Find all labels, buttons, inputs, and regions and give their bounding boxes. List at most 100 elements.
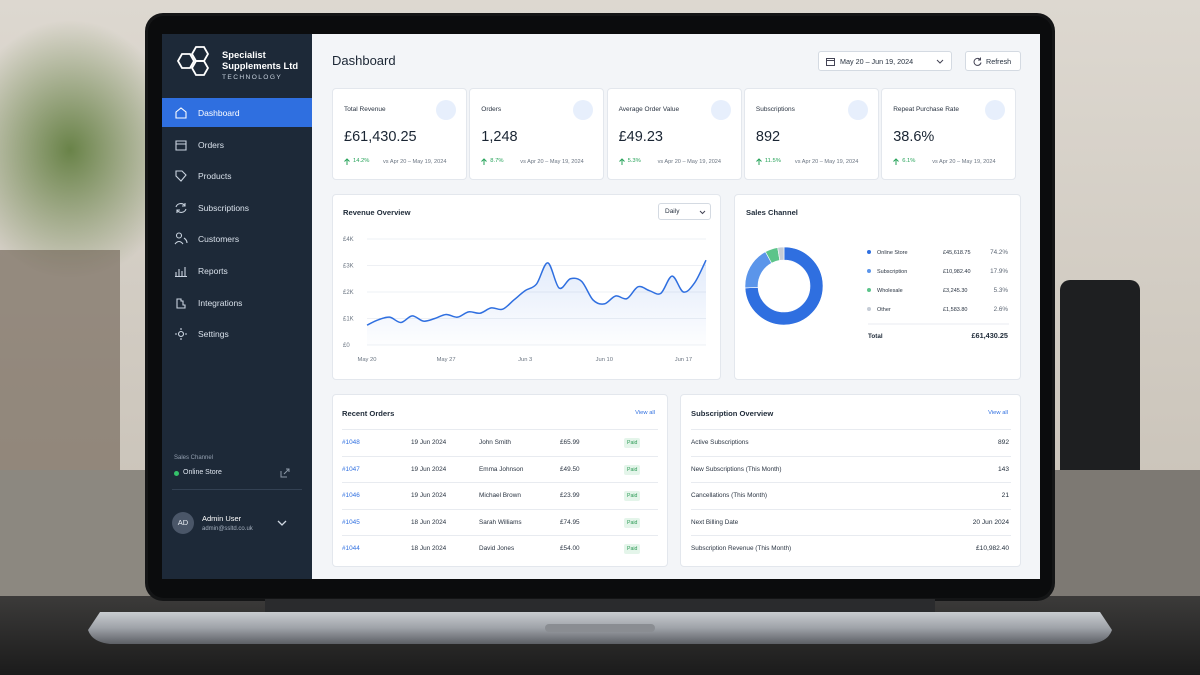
kpi-label: Repeat Purchase Rate — [893, 106, 959, 113]
legend-dot — [867, 288, 871, 292]
icon-path — [175, 170, 187, 183]
nav-item[interactable]: Subscriptions — [162, 193, 312, 222]
nav-item[interactable]: Dashboard — [162, 98, 312, 127]
legend-amount: £1,583.80 — [943, 307, 967, 313]
kpi-card: Orders 1,248 8.7% vs Apr 20 – May 19, 2024 — [469, 88, 605, 180]
metric-label: Active Subscriptions — [691, 439, 749, 446]
status-badge: Paid — [624, 464, 641, 475]
table-cell: 19 Jun 2024 — [411, 439, 447, 446]
brand-name: Specialist Supplements Ltd — [222, 49, 299, 71]
kpi-icon — [710, 100, 731, 120]
kpi-value: 892 — [755, 129, 781, 145]
user-menu-chevron[interactable] — [277, 519, 287, 527]
legend-dot — [867, 269, 871, 273]
metric-label: Cancellations (This Month) — [691, 492, 768, 500]
legend-percent: 17.9% — [990, 268, 1008, 275]
nav-item[interactable]: Products — [162, 161, 312, 190]
kpi-value: 1,248 — [481, 129, 518, 145]
revenue-chart: £0 £1K £2K £3K £4K May 20 May 27 Jun 3 Jun 10 Jun… — [343, 237, 707, 363]
icon-path — [175, 267, 187, 278]
table-cell: 19 Jun 2024 — [411, 465, 447, 473]
interval-select[interactable]: Daily — [658, 203, 711, 220]
channel-name[interactable]: Online Store — [183, 469, 222, 476]
line-area — [367, 260, 706, 345]
row-divider — [342, 535, 658, 537]
order-id[interactable]: #1047 — [342, 465, 360, 473]
nav-label: Settings — [198, 329, 229, 340]
nav-label: Customers — [198, 234, 240, 245]
table-cell: Sarah Williams — [479, 518, 522, 526]
refresh-label: Refresh — [986, 57, 1012, 66]
nav-icon — [175, 202, 187, 213]
card-title: Revenue Overview — [343, 208, 411, 217]
nav-label: Products — [198, 171, 232, 182]
status-badge: Paid — [624, 438, 641, 448]
nav-label: Orders — [198, 139, 224, 150]
donut-segment — [777, 246, 785, 261]
view-all-link[interactable]: View all — [988, 410, 1008, 416]
kpi-value: £49.23 — [618, 129, 663, 145]
table-cell: £49.50 — [560, 465, 580, 473]
x-tick-label: May 27 — [437, 357, 456, 363]
nav-item[interactable]: Orders — [162, 130, 312, 159]
kpi-icon — [573, 100, 594, 120]
icon-path — [893, 158, 900, 165]
nav-item[interactable]: Reports — [162, 256, 312, 285]
kpi-comparison: vs Apr 20 – May 19, 2024 — [932, 158, 996, 165]
metric-value: 20 Jun 2024 — [972, 518, 1009, 526]
order-id[interactable]: #1048 — [342, 439, 360, 446]
up-arrow-icon — [481, 158, 488, 165]
table-cell: David Jones — [479, 545, 515, 553]
card-title: Sales Channel — [746, 208, 798, 217]
row-divider — [342, 508, 658, 510]
metric-value: 892 — [997, 439, 1009, 446]
user-name: Admin User — [202, 514, 242, 523]
nav-item[interactable]: Integrations — [162, 288, 312, 317]
icon-path — [175, 140, 187, 151]
table-cell: 18 Jun 2024 — [411, 518, 447, 526]
kpi-change: 6.1% — [902, 158, 916, 164]
date-range-picker[interactable]: May 20 – Jun 19, 2024 — [818, 51, 952, 71]
y-tick-label: £1K — [343, 317, 354, 323]
brand-tagline: TECHNOLOGY — [222, 74, 283, 81]
kpi-card: Subscriptions 892 11.5% vs Apr 20 – May 19,… — [743, 88, 879, 180]
icon-path — [756, 158, 762, 165]
legend-amount: £10,982.40 — [943, 269, 971, 275]
sidebar: Specialist Supplements Ltd TECHNOLOGY Da… — [162, 34, 312, 579]
nav-label: Dashboard — [198, 108, 240, 118]
x-tick-label: May 20 — [357, 357, 376, 363]
nav-item[interactable]: Customers — [162, 224, 312, 253]
table-cell: £54.00 — [560, 545, 580, 553]
kpi-card: Total Revenue £61,430.25 14.2% vs Apr 20 – … — [332, 88, 467, 180]
status-badge: Paid — [624, 491, 641, 502]
icon-path — [175, 107, 187, 119]
x-tick-label: Jun 3 — [518, 357, 532, 363]
up-arrow-icon — [893, 158, 900, 165]
legend-amount: £45,618.75 — [943, 250, 971, 256]
order-id[interactable]: #1044 — [342, 545, 360, 553]
divider — [172, 489, 302, 490]
up-arrow-icon — [618, 158, 625, 165]
order-id[interactable]: #1045 — [342, 518, 360, 526]
view-all-link[interactable]: View all — [635, 410, 655, 416]
row-divider — [691, 455, 1011, 457]
metric-value: 143 — [997, 465, 1009, 473]
order-id[interactable]: #1046 — [342, 492, 360, 500]
legend-dot — [867, 307, 871, 311]
kpi-label: Average Order Value — [618, 106, 680, 113]
legend-label: Subscription — [877, 269, 907, 275]
nav-icon — [174, 232, 188, 245]
table-cell: John Smith — [479, 439, 511, 446]
y-tick-label: £4K — [343, 237, 354, 243]
x-tick-label: Jun 17 — [675, 357, 692, 363]
card-title: Recent Orders — [342, 409, 395, 418]
nav-item[interactable]: Settings — [162, 319, 312, 348]
kpi-label: Orders — [481, 106, 502, 113]
user-email: admin@ssltd.co.uk — [202, 526, 253, 532]
kpi-change: 11.5% — [764, 158, 781, 164]
refresh-button[interactable]: Refresh — [965, 51, 1021, 71]
legend-amount: £3,245.30 — [943, 288, 967, 294]
table-cell: £23.99 — [560, 492, 580, 500]
row-divider — [342, 429, 658, 430]
external-link-icon[interactable] — [280, 468, 290, 478]
